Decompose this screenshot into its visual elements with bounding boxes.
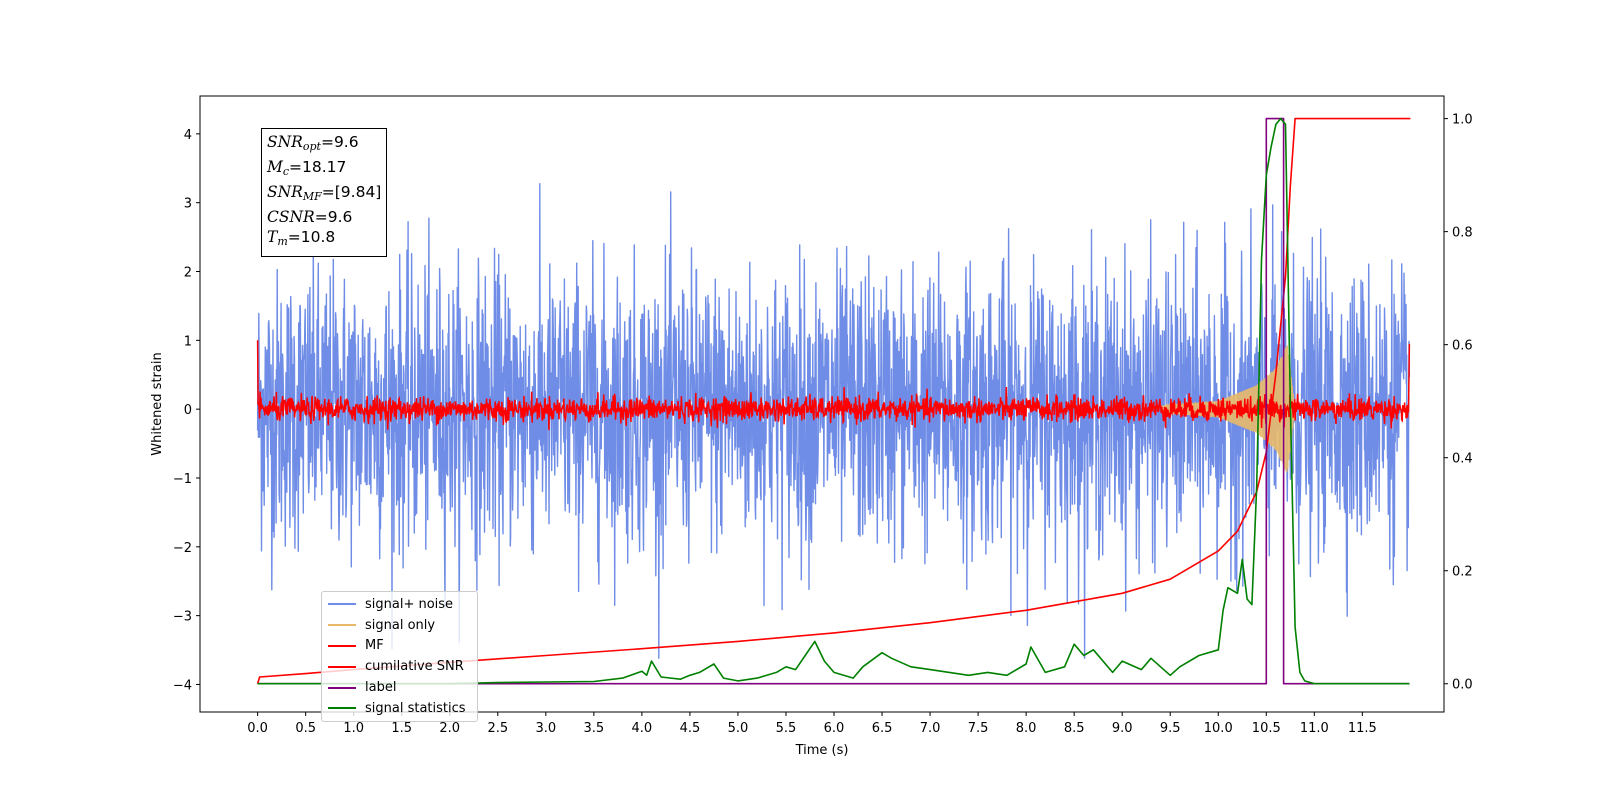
x-tick-label: 5.0 — [728, 721, 749, 736]
annotation-snr-mf: SNRMF=[9.84] — [267, 183, 382, 203]
x-tick-label: 9.0 — [1112, 721, 1133, 736]
y-axis-label: Whitened strain — [150, 352, 165, 455]
x-tick-label: 6.0 — [824, 721, 845, 736]
annotation-tm: Tm=10.8 — [267, 228, 336, 248]
x-axis: 0.0 0.5 1.0 1.5 2.0 2.5 3.0 3.5 4.0 4.5 5.0 5.5 6.0 6… — [247, 712, 1377, 736]
annotation-box: SNRopt=9.6 Mc=18.17 SNRMF=[9.84] CSNR=9.… — [261, 128, 388, 257]
annotation-csnr: CSNR=9.6 — [267, 208, 353, 226]
x-tick-label: 10.0 — [1204, 721, 1233, 736]
legend-item-cumulative-snr: cumilative SNR — [322, 656, 477, 677]
annotation-mc: Mc=18.17 — [267, 158, 347, 178]
x-tick-label: 3.5 — [584, 721, 605, 736]
series-mf — [256, 340, 1411, 431]
x-tick-label: 8.0 — [1016, 721, 1037, 736]
y-tick-label-left: −2 — [173, 541, 192, 556]
series-signal-statistics — [257, 117, 1410, 685]
x-tick-label: 4.5 — [680, 721, 701, 736]
legend: signal+ noise signal only MF cumilative … — [321, 591, 478, 722]
y-tick-label-left: 3 — [184, 197, 192, 212]
y-tick-label-right: 1.0 — [1452, 113, 1473, 128]
x-tick-label: 7.0 — [920, 721, 941, 736]
y-axis-right: 1.0 0.8 0.6 0.4 0.2 0.0 — [1444, 113, 1473, 693]
y-tick-label-right: 0.2 — [1452, 565, 1473, 580]
x-tick-label: 0.0 — [247, 721, 268, 736]
x-tick-label: 3.0 — [535, 721, 556, 736]
x-tick-label: 7.5 — [968, 721, 989, 736]
x-tick-label: 4.0 — [632, 721, 653, 736]
legend-item-mf: MF — [322, 636, 477, 657]
y-axis-left: 4 3 2 1 0 −1 −2 −3 −4 — [173, 128, 200, 693]
y-tick-label-left: −4 — [173, 678, 192, 693]
y-tick-label-left: −1 — [173, 472, 192, 487]
y-tick-label-right: 0.4 — [1452, 452, 1473, 467]
x-axis-label: Time (s) — [795, 743, 849, 758]
y-tick-label-left: 0 — [184, 403, 192, 418]
annotation-snr-opt: SNRopt=9.6 — [267, 133, 359, 153]
x-tick-label: 11.5 — [1348, 721, 1377, 736]
series-signal-only — [1160, 345, 1296, 473]
legend-item-signal-noise: signal+ noise — [322, 594, 477, 615]
y-tick-label-left: 4 — [184, 128, 192, 143]
legend-swatch — [328, 624, 356, 627]
series-label — [257, 117, 1410, 685]
legend-swatch — [328, 707, 356, 710]
x-tick-label: 1.0 — [343, 721, 364, 736]
y-tick-label-right: 0.6 — [1452, 339, 1473, 354]
legend-item-label: label — [322, 677, 477, 698]
legend-swatch — [328, 665, 356, 668]
x-tick-label: 11.0 — [1300, 721, 1329, 736]
x-tick-label: 6.5 — [872, 721, 893, 736]
x-tick-label: 2.5 — [487, 721, 508, 736]
legend-item-signal-only: signal only — [322, 615, 477, 636]
x-tick-label: 5.5 — [776, 721, 797, 736]
legend-swatch — [328, 644, 356, 647]
x-tick-label: 1.5 — [391, 721, 412, 736]
x-tick-label: 2.0 — [439, 721, 460, 736]
x-tick-label: 9.5 — [1160, 721, 1181, 736]
legend-swatch — [328, 686, 356, 689]
legend-swatch — [328, 603, 356, 606]
x-tick-label: 0.5 — [295, 721, 316, 736]
y-tick-label-right: 0.8 — [1452, 226, 1473, 241]
x-tick-label: 8.5 — [1064, 721, 1085, 736]
y-tick-label-right: 0.0 — [1452, 678, 1473, 693]
plot-frame — [199, 95, 1445, 713]
y-tick-label-left: 1 — [184, 334, 192, 349]
legend-item-signal-statistics: signal statistics — [322, 698, 477, 719]
y-tick-label-left: 2 — [184, 266, 192, 281]
y-tick-label-left: −3 — [173, 610, 192, 625]
x-tick-label: 10.5 — [1252, 721, 1281, 736]
